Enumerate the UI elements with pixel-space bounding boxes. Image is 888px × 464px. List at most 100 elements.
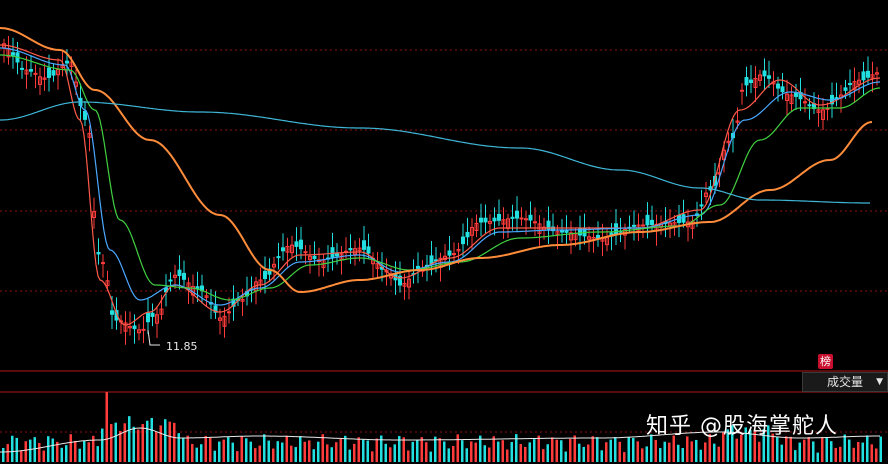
volume-bar [411, 441, 414, 462]
volume-bar [690, 441, 693, 462]
volume-bar [735, 438, 738, 462]
volume-bar [470, 441, 473, 462]
volume-bar [425, 442, 428, 462]
volume-bar [254, 448, 257, 462]
candle-body [753, 77, 758, 88]
volume-bar [668, 442, 671, 462]
volume-bar [281, 442, 284, 462]
volume-indicator-selector[interactable]: 成交量 ▼ [802, 372, 888, 392]
candle-body [375, 263, 380, 269]
volume-bar [839, 446, 842, 462]
candle-body [596, 234, 600, 239]
volume-bar [704, 442, 707, 462]
candle-body [92, 211, 96, 218]
candle-body [704, 192, 708, 198]
candle-body [857, 79, 861, 85]
candle-body [141, 328, 146, 331]
volume-bar [452, 445, 455, 462]
candle-body [231, 298, 236, 307]
candle-body [758, 74, 762, 81]
candle-body [96, 251, 101, 255]
rank-badge[interactable]: 榜 [818, 354, 833, 369]
volume-bar [600, 450, 603, 462]
volume-bar [582, 446, 585, 462]
volume-bar [339, 438, 342, 462]
candle-body [65, 60, 69, 64]
volume-bar [740, 434, 743, 462]
volume-bar [794, 450, 797, 462]
volume-bar [380, 435, 383, 462]
volume-bar [456, 434, 459, 462]
volume-bar [843, 434, 846, 462]
volume-bar [501, 440, 504, 462]
volume-bar [87, 442, 90, 462]
volume-bar [857, 441, 860, 462]
volume-bar [497, 441, 500, 462]
candle-body [474, 222, 479, 232]
candle-body [528, 214, 533, 221]
volume-bar [483, 445, 486, 462]
candle-body [789, 94, 794, 105]
candle-body [182, 272, 186, 280]
candle-body [366, 246, 371, 254]
volume-bar [821, 437, 824, 462]
candle-body [299, 239, 303, 250]
candle-body [650, 219, 654, 226]
volume-bar [807, 437, 810, 462]
volume-bar [326, 444, 329, 462]
volume-bar [272, 448, 275, 462]
volume-bar [114, 422, 117, 462]
volume-bar [663, 441, 666, 462]
volume-bar [875, 448, 878, 462]
volume-bar [213, 450, 216, 462]
candle-body [821, 109, 825, 120]
candle-body [47, 67, 51, 78]
volume-bar [492, 436, 495, 462]
candle-body [632, 224, 636, 227]
candle-body [641, 224, 645, 227]
triangle-down-icon[interactable]: ▼ [876, 377, 883, 387]
candle-body [222, 315, 227, 327]
candle-body [492, 217, 497, 222]
volume-bar [20, 450, 23, 462]
candle-body [744, 77, 749, 86]
candle-body [281, 247, 285, 252]
candle-body [312, 255, 317, 260]
candle-body [150, 312, 155, 317]
ma-slow-line [0, 27, 873, 293]
candle-body [69, 61, 74, 68]
volume-bar [506, 449, 509, 462]
volume-bar [623, 452, 626, 462]
volume-bar [38, 443, 41, 462]
volume-bar [24, 441, 27, 462]
candle-body [123, 322, 128, 332]
volume-bar [146, 420, 149, 462]
volume-bar [335, 442, 338, 462]
volume-bar [834, 447, 837, 462]
candle-body [398, 275, 402, 286]
volume-tab-label: 成交量 [827, 375, 864, 389]
candle-body [87, 132, 92, 138]
volume-bar [389, 447, 392, 462]
volume-bar [141, 424, 144, 462]
volume-bar [123, 423, 126, 462]
candle-body [749, 79, 753, 84]
volume-bar [6, 444, 9, 462]
volume-bar [609, 439, 612, 462]
volume-bar [708, 434, 711, 462]
volume-bar [218, 441, 221, 462]
volume-bar [191, 443, 194, 462]
volume-bar [726, 429, 729, 462]
candle-body [519, 217, 524, 220]
volume-bar [434, 436, 437, 462]
volume-bar [677, 444, 680, 462]
volume-bar [528, 442, 531, 462]
candle-body [173, 274, 177, 278]
volume-bar [321, 434, 324, 462]
volume-bar [51, 438, 54, 462]
volume-bar [803, 439, 806, 462]
volume-bar [866, 435, 869, 462]
candle-body [861, 71, 866, 81]
candle-body [204, 295, 209, 298]
volume-bar [618, 441, 621, 462]
